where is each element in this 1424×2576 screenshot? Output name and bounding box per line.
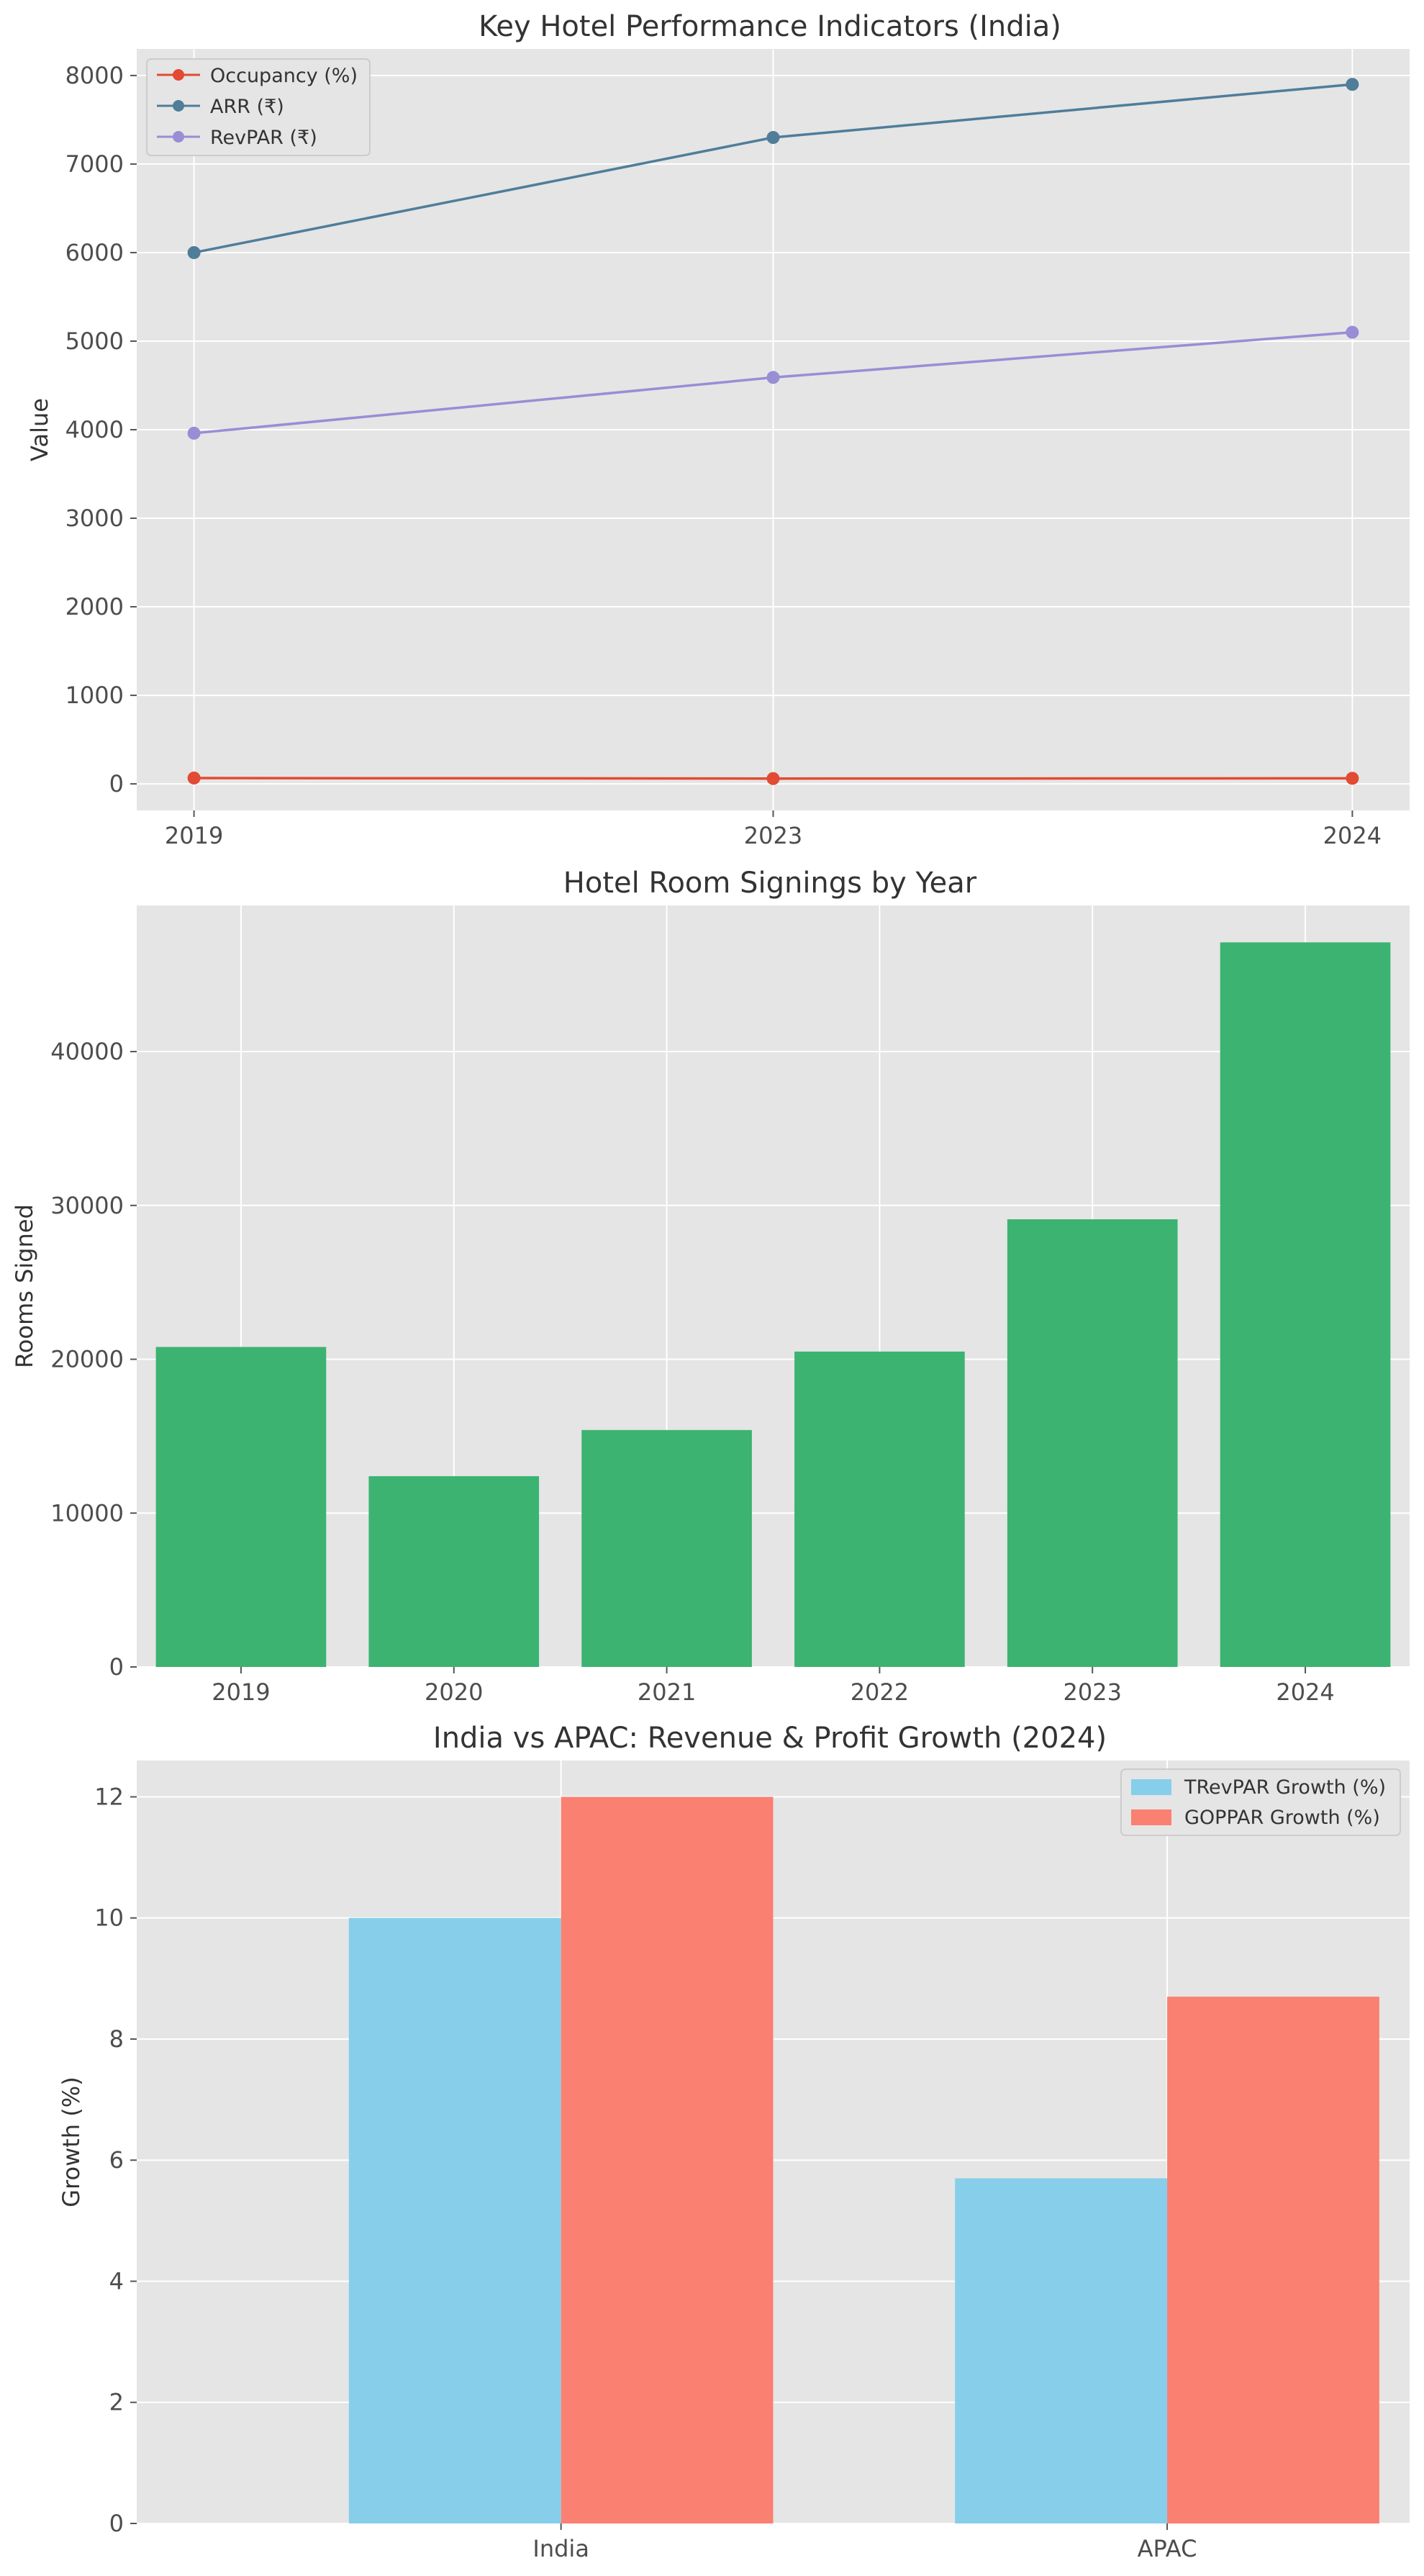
y-axis-ticks: 0 1000 2000 3000 4000 5000 6000 7000 8000 [65,62,137,797]
y-tick-label: 10000 [50,1499,124,1527]
data-point-arr [1346,78,1359,91]
bar-2021 [581,1429,752,1667]
y-tick-label: 0 [109,1653,124,1681]
y-tick-label: 0 [109,2510,124,2537]
legend-label-revpar: RevPAR (₹) [210,127,317,149]
x-tick-label: APAC [1138,2535,1197,2562]
data-point-arr [187,245,201,259]
chart-title: Hotel Room Signings by Year [563,867,977,900]
y-tick-label: 0 [109,770,124,797]
bar-trevpar-growth-apac [955,2178,1168,2523]
legend-label-trevpar: TRevPAR Growth (%) [1184,1776,1386,1799]
y-tick-label: 5000 [65,327,124,355]
data-point-occupancy [1346,772,1359,785]
y-tick-label: 40000 [50,1038,124,1065]
x-tick-label: 2023 [744,822,802,849]
x-axis-ticks: 2019 2023 2024 [165,810,1382,849]
y-tick-label: 3000 [65,505,124,532]
x-tick-label: 2024 [1323,822,1382,849]
y-axis-label: Rooms Signed [11,1204,38,1368]
y-tick-label: 10 [94,1904,124,1932]
x-tick-label: 2019 [212,1678,270,1706]
legend-entry-goppar: GOPPAR Growth (%) [1131,1807,1380,1829]
x-tick-label: 2024 [1276,1678,1334,1706]
gridlines [137,49,1410,810]
x-tick-label: 2019 [165,822,223,849]
x-axis-ticks: India APAC [532,2523,1197,2562]
y-tick-label: 8 [109,2025,124,2053]
legend-swatch-goppar [1131,1809,1171,1825]
y-axis-label: Value [26,398,53,461]
data-point-revpar [1346,325,1359,339]
series-group [187,78,1359,785]
chart-title: Key Hotel Performance Indicators (India) [479,10,1061,43]
y-axis-ticks: 0 10000 20000 30000 40000 [50,1038,137,1681]
data-point-occupancy [187,771,201,785]
legend-box [1120,1768,1401,1836]
x-tick-label: India [532,2535,589,2562]
bar-goppar-growth-india [561,1797,774,2523]
data-point-revpar [766,371,780,384]
legend-label-occupancy: Occupancy (%) [210,65,358,87]
legend-label-arr: ARR (₹) [210,96,284,118]
y-tick-label: 2 [109,2389,124,2416]
y-tick-label: 7000 [65,150,124,178]
bars-group [155,942,1391,1667]
legend-entry-revpar: RevPAR (₹) [157,127,317,149]
legend: TRevPAR Growth (%) GOPPAR Growth (%) [1120,1768,1401,1836]
y-axis-ticks: 0 2 4 6 8 10 12 [94,1783,137,2537]
legend-marker-occupancy [173,69,184,81]
growth-grouped-bar-chart: India vs APAC: Revenue & Profit Growth (… [58,1722,1410,2562]
legend-entry-trevpar: TRevPAR Growth (%) [1131,1776,1386,1799]
y-tick-label: 6000 [65,239,124,266]
bar-2024 [1220,942,1391,1667]
legend: Occupancy (%) ARR (₹) RevPAR (₹) [146,58,371,156]
plot-area [137,905,1410,1667]
y-tick-label: 6 [109,2146,124,2174]
legend-marker-revpar [173,131,184,143]
bar-2023 [1007,1219,1178,1667]
bar-2022 [794,1351,965,1667]
y-tick-label: 8000 [65,62,124,89]
chart-title: India vs APAC: Revenue & Profit Growth (… [433,1722,1107,1755]
bar-trevpar-growth-india [348,1917,561,2523]
bar-goppar-growth-apac [1167,1997,1379,2523]
legend-swatch-trevpar [1131,1779,1171,1795]
y-tick-label: 30000 [50,1192,124,1219]
y-tick-label: 4 [109,2267,124,2295]
x-axis-ticks: 2019 2020 2021 2022 2023 2024 [212,1667,1335,1706]
legend-marker-arr [173,100,184,112]
bar-2020 [368,1475,540,1667]
x-tick-label: 2023 [1064,1678,1122,1706]
y-axis-label: Growth (%) [58,2076,85,2207]
room-signings-bar-chart: Hotel Room Signings by Year 0 10000 20000 3… [11,867,1410,1706]
data-point-revpar [187,426,201,440]
bars-group [348,1797,1379,2523]
data-point-arr [766,131,780,145]
y-tick-label: 12 [94,1783,124,1810]
bar-2019 [155,1347,327,1667]
legend-label-goppar: GOPPAR Growth (%) [1184,1807,1380,1829]
y-tick-label: 2000 [65,593,124,620]
x-tick-label: 2022 [851,1678,909,1706]
y-tick-label: 1000 [65,682,124,709]
x-tick-label: 2021 [638,1678,696,1706]
y-tick-label: 4000 [65,416,124,443]
y-tick-label: 20000 [50,1346,124,1373]
legend-entry-arr: ARR (₹) [157,96,284,118]
data-point-occupancy [766,772,780,785]
x-tick-label: 2020 [425,1678,483,1706]
kpi-line-chart: Key Hotel Performance Indicators (India)… [26,10,1410,849]
legend-entry-occupancy: Occupancy (%) [157,65,358,87]
legend-box [146,58,371,156]
